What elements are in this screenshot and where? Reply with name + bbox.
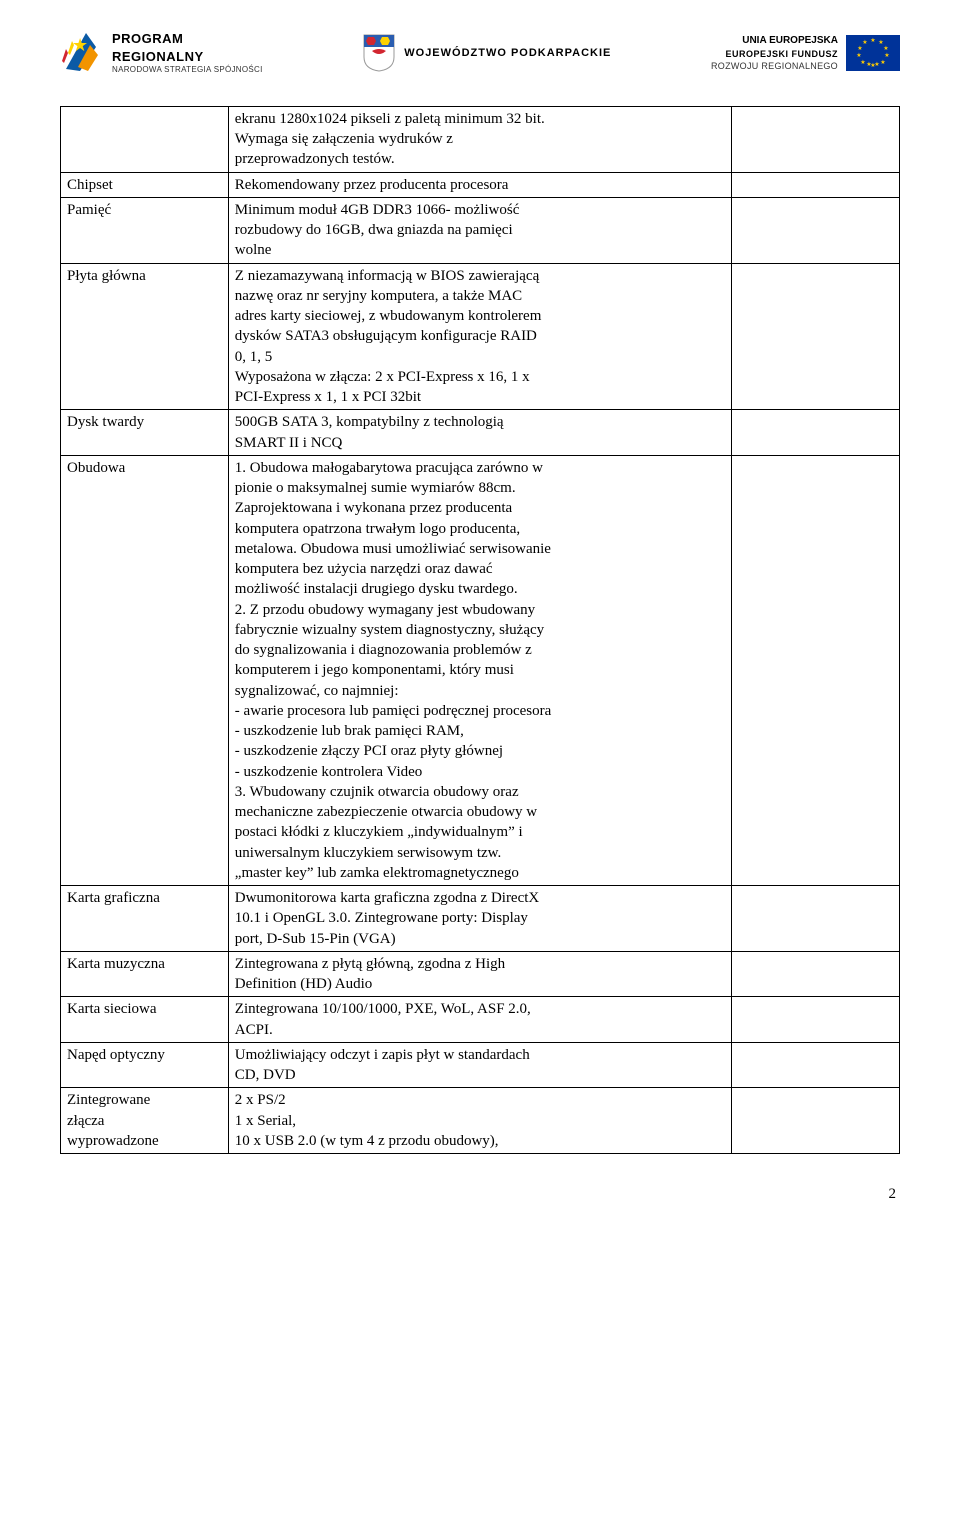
table-row: Obudowa1. Obudowa małogabarytowa pracują…: [61, 455, 900, 885]
woj-line1: WOJEWÓDZTWO PODKARPACKIE: [404, 47, 611, 59]
table-row: ekranu 1280x1024 pikseli z paletą minimu…: [61, 106, 900, 172]
spec-description: Zintegrowana 10/100/1000, PXE, WoL, ASF …: [228, 997, 731, 1043]
ue-text: UNIA EUROPEJSKA EUROPEJSKI FUNDUSZ ROZWO…: [711, 34, 838, 72]
ue-line0: UNIA EUROPEJSKA: [742, 35, 838, 46]
spec-blank: [732, 197, 900, 263]
svg-text:★: ★: [880, 59, 885, 66]
pr-line1: PROGRAM: [112, 31, 183, 46]
spec-blank: [732, 263, 900, 410]
spec-description: Z niezamazywaną informacją w BIOS zawier…: [228, 263, 731, 410]
spec-label: Karta graficzna: [61, 886, 229, 952]
ue-line2: ROZWOJU REGIONALNEGO: [711, 61, 838, 71]
spec-label: Płyta główna: [61, 263, 229, 410]
svg-text:★: ★: [862, 39, 867, 46]
svg-text:★: ★: [870, 37, 875, 44]
spec-blank: [732, 997, 900, 1043]
spec-blank: [732, 951, 900, 997]
program-regionalny-logo: ★ PROGRAM REGIONALNY NARODOWA STRATEGIA …: [60, 30, 263, 76]
svg-text:★: ★: [883, 45, 888, 52]
spec-description: Minimum moduł 4GB DDR3 1066- możliwość r…: [228, 197, 731, 263]
spec-label: Chipset: [61, 172, 229, 197]
spec-blank: [732, 410, 900, 456]
spec-label: Obudowa: [61, 455, 229, 885]
eu-flag-icon: ★ ★ ★ ★ ★ ★ ★ ★ ★ ★ ★ ★: [846, 35, 900, 71]
pr-sub: NARODOWA STRATEGIA SPÓJNOŚCI: [112, 65, 263, 74]
table-row: Zintegrowane złącza wyprowadzone2 x PS/2…: [61, 1088, 900, 1154]
svg-text:★: ★: [856, 52, 861, 59]
pr-line2: REGIONALNY: [112, 49, 204, 64]
spec-description: Dwumonitorowa karta graficzna zgodna z D…: [228, 886, 731, 952]
table-row: Płyta głównaZ niezamazywaną informacją w…: [61, 263, 900, 410]
ue-line1: EUROPEJSKI FUNDUSZ: [725, 49, 838, 59]
spec-label: Karta sieciowa: [61, 997, 229, 1043]
table-row: Napęd optycznyUmożliwiający odczyt i zap…: [61, 1042, 900, 1088]
spec-blank: [732, 886, 900, 952]
header-logos: ★ PROGRAM REGIONALNY NARODOWA STRATEGIA …: [60, 30, 900, 86]
spec-blank: [732, 455, 900, 885]
wojewodztwo-text: WOJEWÓDZTWO PODKARPACKIE: [404, 46, 611, 61]
spec-description: ekranu 1280x1024 pikseli z paletą minimu…: [228, 106, 731, 172]
table-row: ChipsetRekomendowany przez producenta pr…: [61, 172, 900, 197]
svg-text:★: ★: [874, 61, 879, 68]
spec-label: Napęd optyczny: [61, 1042, 229, 1088]
spec-label: Zintegrowane złącza wyprowadzone: [61, 1088, 229, 1154]
page-number: 2: [60, 1184, 900, 1204]
svg-text:★: ★: [884, 52, 889, 59]
spec-blank: [732, 1042, 900, 1088]
spec-description: Zintegrowana z płytą główną, zgodna z Hi…: [228, 951, 731, 997]
svg-text:★: ★: [857, 45, 862, 52]
svg-text:★: ★: [866, 61, 871, 68]
table-row: Karta sieciowaZintegrowana 10/100/1000, …: [61, 997, 900, 1043]
table-row: Karta graficznaDwumonitorowa karta grafi…: [61, 886, 900, 952]
spec-description: 2 x PS/2 1 x Serial, 10 x USB 2.0 (w tym…: [228, 1088, 731, 1154]
spec-blank: [732, 106, 900, 172]
unia-europejska-logo: UNIA EUROPEJSKA EUROPEJSKI FUNDUSZ ROZWO…: [711, 34, 900, 72]
table-row: Karta muzycznaZintegrowana z płytą główn…: [61, 951, 900, 997]
spec-description: 1. Obudowa małogabarytowa pracująca zaró…: [228, 455, 731, 885]
spec-label: Karta muzyczna: [61, 951, 229, 997]
svg-text:★: ★: [72, 35, 88, 55]
wojewodztwo-logo: WOJEWÓDZTWO PODKARPACKIE: [362, 33, 611, 73]
spec-description: Rekomendowany przez producenta procesora: [228, 172, 731, 197]
spec-label: Pamięć: [61, 197, 229, 263]
spec-description: 500GB SATA 3, kompatybilny z technologią…: [228, 410, 731, 456]
program-regionalny-icon: ★: [60, 31, 104, 75]
spec-label: [61, 106, 229, 172]
spec-blank: [732, 172, 900, 197]
spec-label: Dysk twardy: [61, 410, 229, 456]
svg-text:★: ★: [878, 39, 883, 46]
podkarpackie-shield-icon: [362, 33, 396, 73]
specification-table: ekranu 1280x1024 pikseli z paletą minimu…: [60, 106, 900, 1154]
spec-blank: [732, 1088, 900, 1154]
spec-description: Umożliwiający odczyt i zapis płyt w stan…: [228, 1042, 731, 1088]
table-row: PamięćMinimum moduł 4GB DDR3 1066- możli…: [61, 197, 900, 263]
svg-text:★: ★: [860, 59, 865, 66]
table-row: Dysk twardy500GB SATA 3, kompatybilny z …: [61, 410, 900, 456]
program-regionalny-text: PROGRAM REGIONALNY NARODOWA STRATEGIA SP…: [112, 30, 263, 76]
